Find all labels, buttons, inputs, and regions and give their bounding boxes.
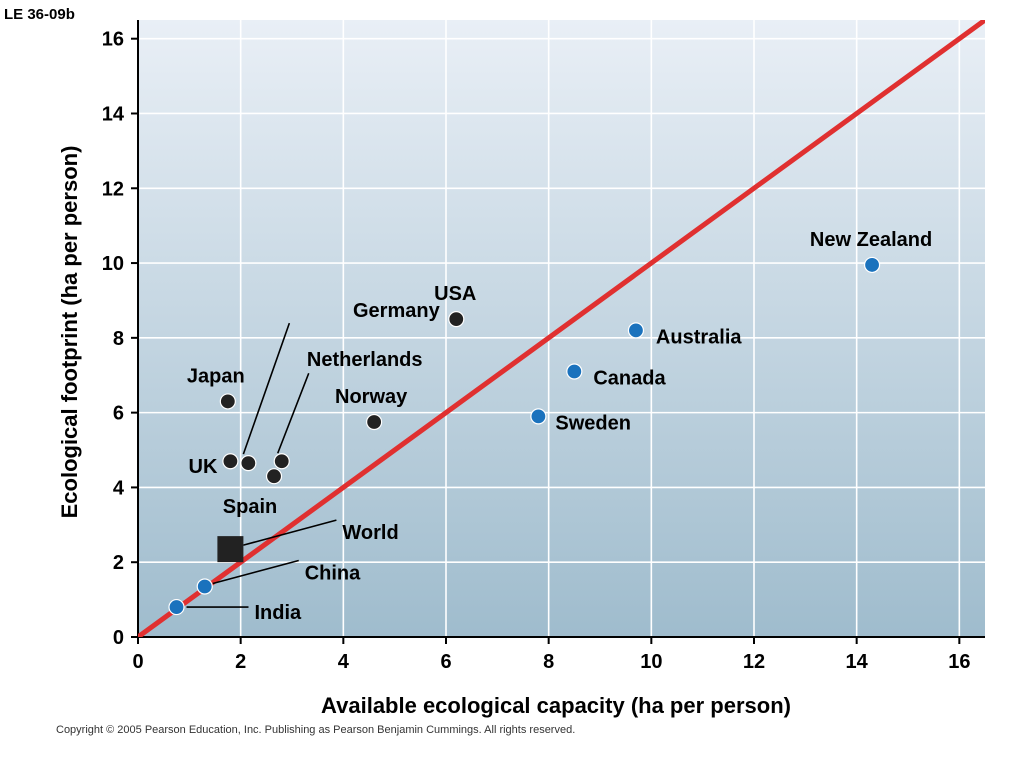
point-label-new-zealand: New Zealand <box>810 229 932 251</box>
y-tick-label: 6 <box>113 403 124 425</box>
point-label-canada: Canada <box>593 368 666 390</box>
point-label-world: World <box>342 522 398 544</box>
y-tick-label: 16 <box>102 29 124 51</box>
x-tick-label: 4 <box>338 651 350 673</box>
x-axis-title: Available ecological capacity (ha per pe… <box>321 693 791 718</box>
x-tick-label: 0 <box>132 651 143 673</box>
data-point-usa <box>448 311 465 328</box>
data-point-new-zealand <box>863 256 881 274</box>
parity-line-group <box>138 20 985 637</box>
point-label-uk: UK <box>189 456 218 478</box>
x-tick-label: 12 <box>743 651 765 673</box>
x-tick-label: 8 <box>543 651 554 673</box>
data-point-world <box>217 536 244 563</box>
x-tick-label: 14 <box>846 651 869 673</box>
point-label-usa: USA <box>434 283 476 305</box>
point-label-china: China <box>305 563 361 585</box>
data-point-norway <box>366 413 383 431</box>
y-tick-label: 0 <box>113 627 124 649</box>
axis-ticks: 0 2 4 6 8 10 12 14 16 0 2 4 6 8 10 12 14 16 <box>102 29 971 673</box>
y-tick-label: 2 <box>113 552 124 574</box>
point-labels: USA Japan UK Germany Netherlands Spain Norway W… <box>187 229 932 624</box>
y-axis-title: Ecological footprint (ha per person) <box>57 146 82 519</box>
leader-line-china <box>212 559 299 585</box>
data-point-sweden <box>530 408 547 425</box>
y-tick-label: 4 <box>113 477 125 499</box>
data-point-china <box>196 578 213 595</box>
point-label-india: India <box>255 602 303 624</box>
x-tick-label: 10 <box>640 651 662 673</box>
data-point-canada <box>566 363 583 380</box>
grid-lines <box>138 20 985 637</box>
x-tick-label: 2 <box>235 651 246 673</box>
data-point-netherlands <box>273 453 290 470</box>
data-point-uk <box>222 453 239 470</box>
y-tick-label: 12 <box>102 178 124 200</box>
data-point-spain <box>265 468 283 485</box>
parity-line <box>138 20 985 637</box>
leader-line-netherlands <box>276 372 310 454</box>
data-points <box>168 256 881 616</box>
point-label-netherlands: Netherlands <box>307 349 423 371</box>
leader-line-germany <box>242 322 291 455</box>
leader-line-world <box>243 519 337 546</box>
point-label-japan: Japan <box>187 365 245 387</box>
y-tick-label: 8 <box>113 328 124 350</box>
point-label-germany: Germany <box>353 300 441 322</box>
x-tick-label: 16 <box>948 651 970 673</box>
point-label-spain: Spain <box>223 496 277 518</box>
point-label-australia: Australia <box>656 326 742 348</box>
data-point-germany <box>240 455 257 472</box>
point-label-norway: Norway <box>335 386 408 408</box>
figure-label: LE 36-09b <box>4 6 75 23</box>
data-point-australia <box>627 322 645 339</box>
leader-lines <box>186 322 337 608</box>
y-tick-label: 10 <box>102 253 124 275</box>
y-tick-label: 14 <box>102 103 125 125</box>
data-point-japan <box>219 393 236 410</box>
point-label-sweden: Sweden <box>555 412 631 434</box>
data-point-india <box>168 598 185 616</box>
x-tick-label: 6 <box>440 651 451 673</box>
copyright-notice: Copyright © 2005 Pearson Education, Inc.… <box>56 724 576 736</box>
